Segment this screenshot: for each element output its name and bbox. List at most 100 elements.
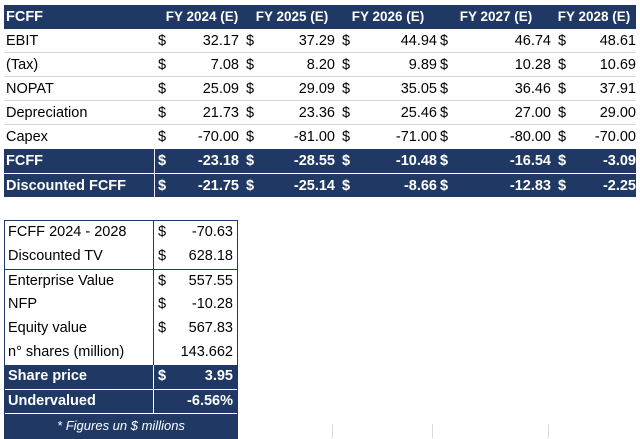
currency-symbol: $ [440, 153, 449, 169]
cell-value: 23.36 [298, 105, 335, 121]
cell-value: -81.00 [293, 129, 335, 145]
cell-value: 32.17 [202, 33, 239, 49]
cell-value: -10.48 [395, 153, 437, 169]
valuation-row: NFP $ -10.28 [5, 293, 237, 317]
currency-symbol: $ [158, 153, 167, 169]
gridline [548, 424, 549, 438]
currency-symbol: $ [342, 178, 351, 194]
valuation-row: FCFF 2024 - 2028 $ -70.63 [5, 221, 237, 245]
cell-value: 37.29 [298, 33, 335, 49]
year-header: FY 2025 (E) [255, 9, 329, 24]
valuation-row: Equity value $ 567.83 [5, 317, 237, 341]
cell-value: 44.94 [400, 33, 437, 49]
row-label: n° shares (million) [8, 344, 125, 360]
fcff-row: NOPAT $ 25.09 $ 29.09 $ 35.05 $ 36.46 $ … [4, 77, 636, 101]
currency-symbol: $ [558, 153, 567, 169]
gridline [332, 424, 333, 438]
currency-symbol: $ [440, 105, 449, 121]
currency-symbol: $ [246, 57, 255, 73]
row-label: Equity value [8, 320, 87, 336]
row-label: Enterprise Value [8, 273, 115, 289]
cell-value: 9.89 [408, 57, 437, 73]
cell-value: 37.91 [599, 81, 636, 97]
row-label: Undervalued [8, 393, 96, 409]
currency-symbol: $ [342, 81, 351, 97]
currency-symbol: $ [246, 178, 255, 194]
fcff-total-row: Discounted FCFF $ -21.75 $ -25.14 $ -8.6… [4, 173, 636, 197]
currency-symbol: $ [246, 105, 255, 121]
cell-value: 557.55 [188, 273, 233, 289]
cell-value: 8.20 [306, 57, 335, 73]
cell-divider [154, 174, 155, 197]
currency-symbol: $ [158, 368, 167, 384]
cell-value: 27.00 [514, 105, 551, 121]
fcff-total-row: FCFF $ -23.18 $ -28.55 $ -10.48 $ -16.54… [4, 149, 636, 173]
cell-value: -16.54 [509, 153, 551, 169]
currency-symbol: $ [246, 153, 255, 169]
currency-symbol: $ [558, 178, 567, 194]
gridline [432, 424, 433, 438]
cell-value: 25.46 [400, 105, 437, 121]
cell-divider [153, 245, 154, 269]
cell-value: 21.73 [202, 105, 239, 121]
cell-value: -70.00 [197, 129, 239, 145]
currency-symbol: $ [246, 33, 255, 49]
currency-symbol: $ [342, 105, 351, 121]
year-header: FY 2027 (E) [459, 9, 533, 24]
cell-value: -3.09 [602, 153, 636, 169]
row-label: NFP [8, 296, 37, 312]
footnote: * Figures un $ millions [5, 413, 237, 438]
cell-value: 25.09 [202, 81, 239, 97]
cell-value: 48.61 [599, 33, 636, 49]
row-label: Capex [6, 129, 48, 145]
fcff-row: Depreciation $ 21.73 $ 23.36 $ 25.46 $ 2… [4, 101, 636, 125]
cell-value: 29.09 [298, 81, 335, 97]
currency-symbol: $ [558, 81, 567, 97]
undervalued-row: Undervalued -6.56% [5, 389, 237, 413]
cell-divider [153, 365, 154, 389]
fcff-title: FCFF [6, 9, 44, 25]
cell-divider [153, 317, 154, 341]
currency-symbol: $ [246, 81, 255, 97]
year-header: FY 2024 (E) [165, 9, 239, 24]
cell-value: -2.25 [602, 178, 636, 194]
currency-symbol: $ [342, 153, 351, 169]
cell-divider [153, 390, 154, 413]
cell-value: -28.55 [293, 153, 335, 169]
fcff-header-row: FCFF FY 2024 (E) FY 2025 (E) FY 2026 (E)… [4, 5, 636, 29]
currency-symbol: $ [158, 178, 167, 194]
currency-symbol: $ [158, 129, 167, 145]
currency-symbol: $ [440, 57, 449, 73]
currency-symbol: $ [440, 178, 449, 194]
fcff-row: EBIT $ 32.17 $ 37.29 $ 44.94 $ 46.74 $ 4… [4, 29, 636, 53]
currency-symbol: $ [558, 57, 567, 73]
cell-value: 35.05 [400, 81, 437, 97]
cell-value: 7.08 [210, 57, 239, 73]
row-label: Share price [8, 368, 87, 384]
currency-symbol: $ [158, 248, 167, 264]
cell-value: -70.00 [594, 129, 636, 145]
fcff-table: FCFF FY 2024 (E) FY 2025 (E) FY 2026 (E)… [4, 5, 636, 197]
cell-value: -71.00 [395, 129, 437, 145]
fcff-row: Capex $ -70.00 $ -81.00 $ -71.00 $ -80.0… [4, 125, 636, 149]
currency-symbol: $ [440, 81, 449, 97]
cell-divider [153, 341, 154, 365]
valuation-table: FCFF 2024 - 2028 $ -70.63 Discounted TV … [4, 220, 238, 439]
cell-value: 10.28 [514, 57, 551, 73]
year-header: FY 2028 (E) [557, 9, 631, 24]
valuation-row: Enterprise Value $ 557.55 [5, 269, 237, 293]
cell-value: 10.69 [599, 57, 636, 73]
currency-symbol: $ [158, 273, 167, 289]
cell-value: -70.63 [191, 224, 233, 240]
currency-symbol: $ [158, 81, 167, 97]
year-header: FY 2026 (E) [351, 9, 425, 24]
row-label: (Tax) [6, 57, 39, 73]
currency-symbol: $ [440, 129, 449, 145]
cell-divider [154, 149, 155, 173]
cell-value: -10.28 [191, 296, 233, 312]
cell-value: 36.46 [514, 81, 551, 97]
currency-symbol: $ [158, 105, 167, 121]
share-price-row: Share price $ 3.95 [5, 365, 237, 389]
row-label: Discounted TV [8, 248, 103, 264]
row-label: Discounted FCFF [6, 178, 127, 194]
